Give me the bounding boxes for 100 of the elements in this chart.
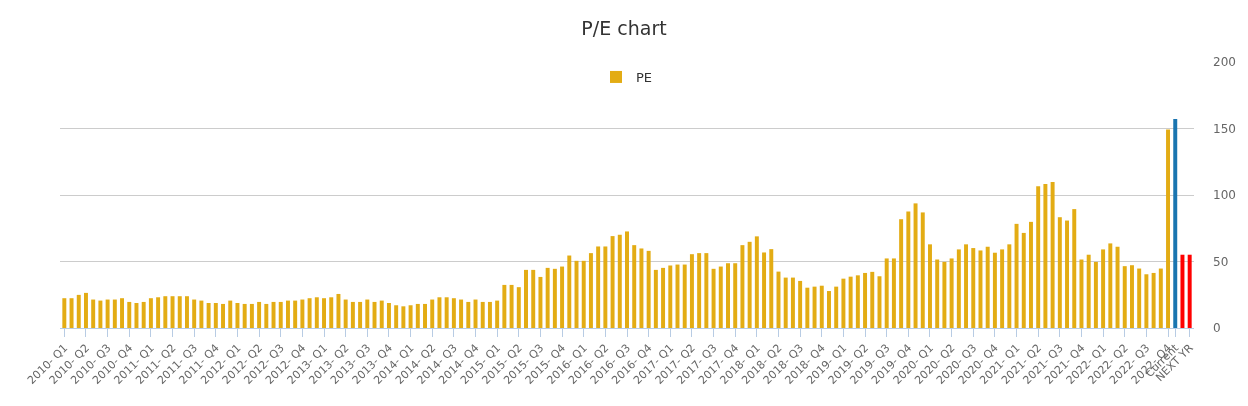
bar [783, 277, 788, 328]
y-tick-label: 200 [1213, 55, 1236, 70]
bar [343, 299, 348, 328]
bar [603, 246, 608, 328]
bar [870, 271, 875, 328]
bar [221, 303, 226, 328]
bar [769, 249, 774, 328]
bar [1137, 268, 1142, 328]
bar [978, 250, 983, 328]
bar [336, 293, 341, 328]
bar [242, 303, 247, 328]
bar [300, 299, 305, 328]
bar [271, 301, 276, 328]
bar [480, 301, 485, 328]
bar [192, 299, 197, 328]
bar [855, 275, 860, 328]
chart-title: P/E chart [581, 17, 667, 40]
bar [278, 301, 283, 328]
bar [827, 291, 831, 328]
bar [956, 249, 961, 328]
bar [747, 241, 752, 328]
bar [293, 300, 298, 328]
bar [134, 303, 139, 328]
bar [437, 297, 442, 328]
bar [949, 258, 954, 328]
bar [920, 212, 925, 328]
bar [430, 299, 435, 328]
bar [264, 303, 269, 328]
bar [834, 286, 839, 328]
bar [322, 298, 327, 328]
bar [98, 300, 103, 328]
bar [942, 261, 947, 328]
bar [112, 299, 117, 328]
bar [1166, 129, 1171, 328]
bar [560, 266, 565, 328]
bar [1021, 232, 1026, 328]
bar [689, 254, 694, 328]
bar [1151, 272, 1156, 328]
bar [884, 258, 889, 328]
bar [502, 284, 507, 328]
bar [891, 258, 896, 328]
bar [567, 255, 572, 328]
bar [1173, 119, 1178, 328]
bar [1093, 261, 1098, 328]
bar [588, 253, 593, 328]
bar [762, 252, 767, 328]
bar [863, 272, 868, 328]
bar [120, 298, 125, 328]
bar [913, 203, 918, 328]
bar [1072, 209, 1077, 328]
bar [206, 303, 211, 328]
bar [91, 299, 96, 328]
bar [228, 300, 233, 328]
bar [329, 297, 334, 328]
bar [408, 305, 413, 328]
bar [538, 276, 543, 328]
bar [105, 299, 110, 328]
bar [639, 248, 644, 328]
bar [1043, 183, 1048, 328]
bar [726, 263, 730, 328]
bar [307, 298, 312, 328]
bar [415, 303, 420, 328]
bar [906, 211, 911, 328]
bar [805, 287, 810, 328]
bar [177, 296, 182, 328]
bar [524, 269, 528, 328]
bar [1180, 254, 1185, 328]
bar [581, 260, 586, 328]
bar [76, 294, 81, 328]
bar [386, 303, 391, 328]
bar [1014, 223, 1019, 328]
bar [819, 285, 824, 328]
bar [704, 253, 709, 328]
bar [487, 301, 492, 328]
bar [365, 299, 370, 328]
bar [646, 250, 651, 328]
bar [935, 259, 940, 328]
bar [509, 284, 514, 328]
bar [213, 303, 218, 328]
bar [841, 278, 846, 328]
bar [495, 300, 500, 328]
bar [1101, 249, 1106, 328]
bar [610, 236, 615, 328]
bar [740, 245, 745, 328]
bar [531, 269, 536, 328]
bar [798, 280, 803, 328]
bar [1000, 249, 1005, 328]
bar [985, 246, 990, 328]
bar [1057, 217, 1062, 328]
bar [718, 266, 723, 328]
bar [156, 297, 161, 328]
bar [899, 219, 904, 328]
bar [62, 298, 67, 328]
bar [394, 305, 399, 328]
bar [848, 276, 853, 328]
bar [83, 292, 88, 328]
bar [350, 301, 355, 328]
bar [466, 301, 471, 328]
bar [127, 301, 132, 328]
bar [1036, 186, 1041, 328]
